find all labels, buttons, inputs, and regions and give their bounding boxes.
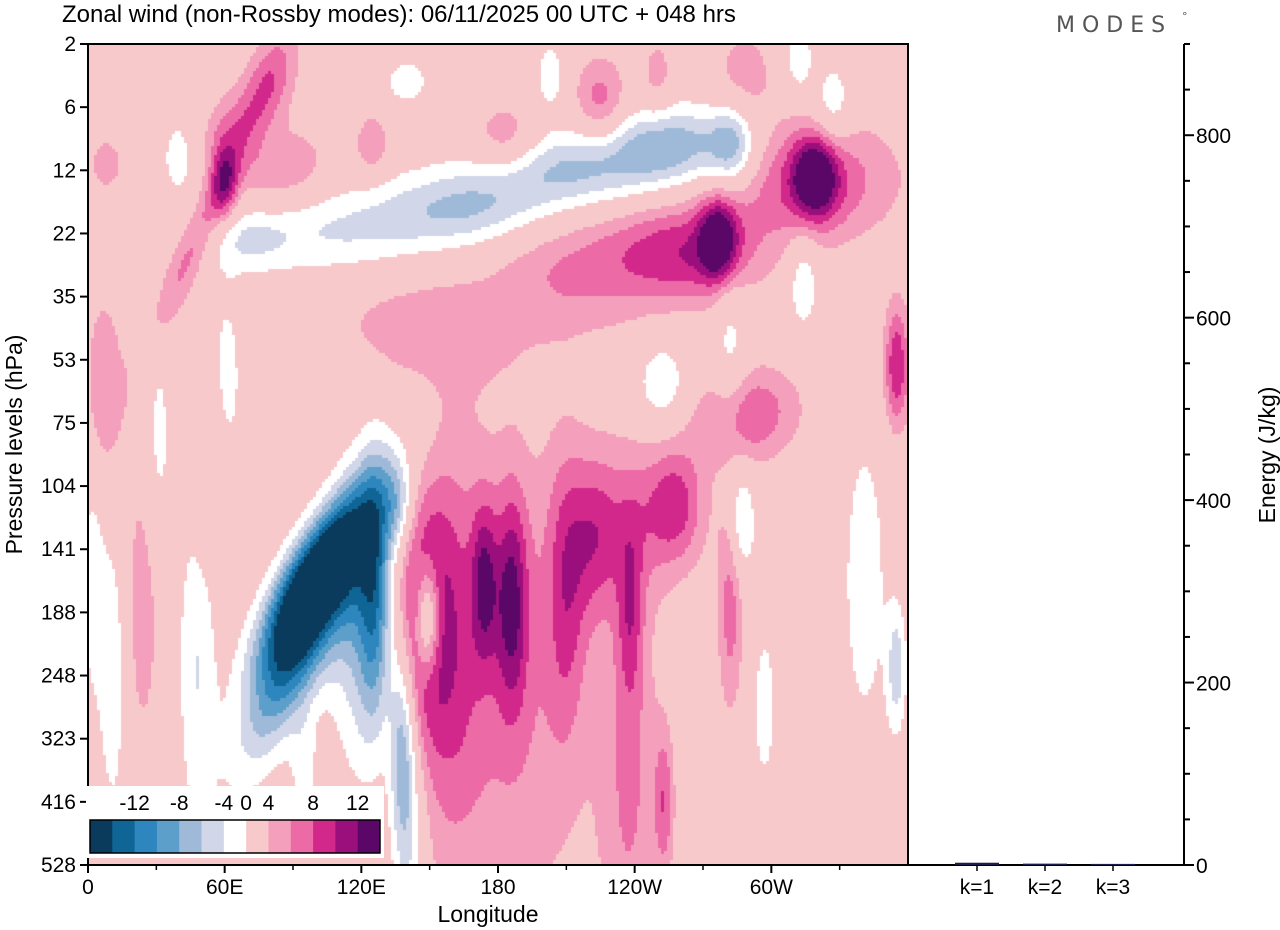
y-tick-label: 12 bbox=[53, 159, 76, 182]
colorbar-swatch bbox=[179, 820, 203, 853]
colorbar-swatch bbox=[246, 820, 269, 853]
y-tick-label: 35 bbox=[53, 286, 76, 309]
energy-bar-chart: 0 200 400 600 800 Energy (J/kg) k=1 k=2 k=3 bbox=[908, 43, 1280, 899]
colorbar-swatch bbox=[223, 820, 247, 853]
energy-y-tick-label: 400 bbox=[1196, 490, 1231, 513]
energy-bar bbox=[1023, 863, 1067, 865]
energy-y-tick-label: 800 bbox=[1196, 125, 1231, 148]
colorbar-swatch bbox=[313, 820, 336, 853]
energy-x-tick-label: k=3 bbox=[1096, 876, 1130, 899]
colorbar-swatch bbox=[357, 820, 381, 853]
x-tick-label: 120E bbox=[337, 876, 386, 899]
y-tick-label: 22 bbox=[53, 222, 76, 245]
x-axis-label: Longitude bbox=[437, 901, 538, 927]
colorbar-swatch bbox=[268, 820, 292, 853]
energy-x-tick-label: k=2 bbox=[1028, 876, 1062, 899]
y-tick-label: 6 bbox=[64, 96, 76, 119]
colorbar-label: 12 bbox=[346, 792, 369, 815]
energy-y-tick-label: 600 bbox=[1196, 308, 1231, 331]
colorbar-frame bbox=[89, 819, 381, 854]
energy-y-tick-label: 200 bbox=[1196, 673, 1231, 696]
y-tick-label: 323 bbox=[41, 728, 76, 751]
brand-logo: MODES bbox=[1056, 13, 1172, 38]
colorbar-label: -12 bbox=[119, 792, 149, 815]
brand-logo-mark: ° bbox=[1182, 10, 1188, 23]
y-tick-label: 104 bbox=[41, 475, 76, 498]
colorbar-label: -8 bbox=[170, 792, 189, 815]
colorbar-swatch bbox=[112, 820, 136, 853]
y-tick-label: 53 bbox=[53, 349, 76, 372]
colorbar-label: 8 bbox=[307, 792, 319, 815]
energy-bar bbox=[1091, 863, 1135, 865]
y-tick-label: 2 bbox=[64, 33, 76, 56]
colorbar-label: -4 bbox=[215, 792, 234, 815]
y-tick-label: 75 bbox=[53, 412, 76, 435]
colorbar-label: 4 bbox=[263, 792, 275, 815]
energy-x-tick-label: k=1 bbox=[960, 876, 994, 899]
y-tick-label: 416 bbox=[41, 791, 76, 814]
colorbar-swatch bbox=[290, 820, 314, 853]
colorbar-label: 0 bbox=[240, 792, 252, 815]
y-tick-label: 528 bbox=[41, 854, 76, 877]
x-tick-label: 120W bbox=[607, 876, 662, 899]
x-tick-label: 0 bbox=[82, 876, 94, 899]
colorbar-swatch bbox=[134, 820, 158, 853]
y-tick-label: 141 bbox=[41, 538, 76, 561]
energy-y-axis-label: Energy (J/kg) bbox=[1254, 387, 1280, 524]
colorbar-swatch bbox=[156, 820, 180, 853]
colorbar-swatch bbox=[335, 820, 359, 853]
colorbar-swatch bbox=[201, 820, 225, 853]
y-tick-label: 248 bbox=[41, 665, 76, 688]
colorbar: -12 -8 -4 0 4 8 12 bbox=[86, 786, 384, 858]
x-tick-label: 180 bbox=[480, 876, 515, 899]
x-tick-label: 60W bbox=[750, 876, 793, 899]
y-axis-label: Pressure levels (hPa) bbox=[1, 335, 27, 555]
chart-title: Zonal wind (non-Rossby modes): 06/11/202… bbox=[62, 1, 736, 28]
y-tick-label: 188 bbox=[41, 601, 76, 624]
energy-bar bbox=[955, 862, 999, 865]
heatmap-field bbox=[88, 44, 908, 865]
energy-y-tick-label: 0 bbox=[1196, 855, 1208, 878]
x-tick-label: 60E bbox=[206, 876, 243, 899]
colorbar-swatch bbox=[90, 820, 113, 853]
wind-field-image bbox=[88, 44, 908, 865]
